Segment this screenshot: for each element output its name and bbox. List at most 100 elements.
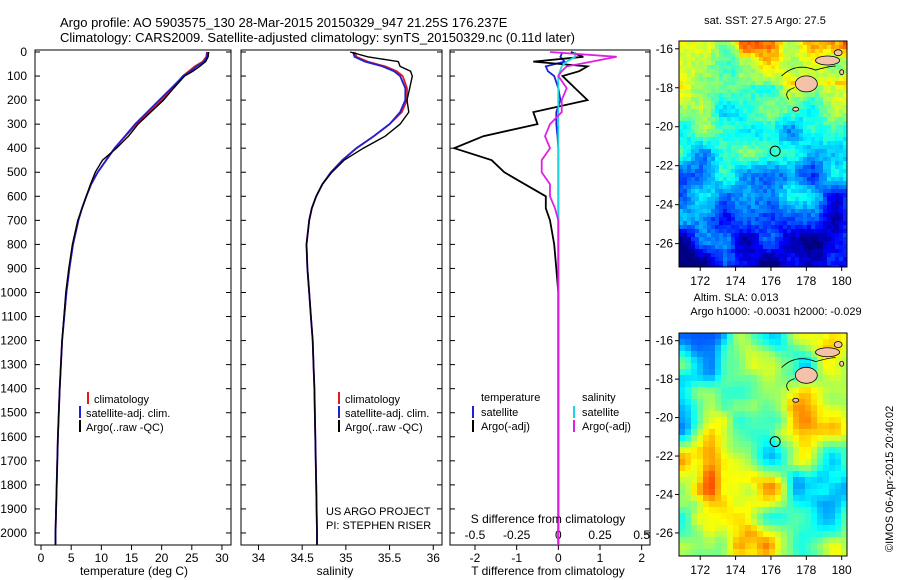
- map-cell: [817, 405, 823, 411]
- map-cell: [757, 441, 763, 447]
- map-cell: [823, 149, 827, 153]
- map-cell: [779, 149, 783, 153]
- map-cell: [831, 137, 835, 141]
- map-cell: [745, 363, 751, 369]
- map-cell: [703, 429, 709, 435]
- map-cell: [679, 149, 683, 153]
- map-cell: [735, 257, 739, 261]
- map-cell: [787, 261, 791, 265]
- map-cell: [739, 423, 745, 429]
- map-cell: [731, 57, 735, 61]
- map-cell: [817, 369, 823, 375]
- map-cell: [711, 173, 715, 177]
- map-cell: [751, 85, 755, 89]
- map-cell: [815, 161, 819, 165]
- map-cell: [763, 177, 767, 181]
- map-cell: [731, 129, 735, 133]
- map-cell: [831, 149, 835, 153]
- map-cell: [691, 447, 697, 453]
- map-cell: [843, 197, 847, 201]
- map-cell: [757, 411, 763, 417]
- map-cell: [795, 49, 799, 53]
- map-cell: [697, 369, 703, 375]
- map-cell: [823, 45, 827, 49]
- legend-swatch-climatology: [87, 392, 89, 404]
- map-cell: [759, 89, 763, 93]
- map-cell: [817, 483, 823, 489]
- map-cell: [823, 265, 827, 267]
- map-cell: [815, 197, 819, 201]
- map-cell: [791, 113, 795, 117]
- map-cell: [757, 465, 763, 471]
- map-cell: [699, 257, 703, 261]
- map-cell: [727, 73, 731, 77]
- map-cell: [771, 77, 775, 81]
- map-cell: [703, 41, 707, 45]
- map-cell: [815, 217, 819, 221]
- map-cell: [819, 129, 823, 133]
- map-cell: [791, 149, 795, 153]
- map-cell: [751, 225, 755, 229]
- map-cell: [799, 109, 803, 113]
- map-cell: [711, 265, 715, 267]
- map-cell: [727, 369, 733, 375]
- map-cell: [695, 157, 699, 161]
- map-cell: [769, 363, 775, 369]
- map-cell: [819, 69, 823, 73]
- map-cell: [835, 519, 841, 525]
- map-cell: [841, 333, 847, 339]
- map-cell: [787, 97, 791, 101]
- map-cell: [771, 85, 775, 89]
- map-cell: [727, 471, 733, 477]
- map-cell: [703, 117, 707, 121]
- map-cell: [779, 157, 783, 161]
- map-cell: [841, 363, 847, 369]
- map-cell: [775, 525, 781, 531]
- map-cell: [787, 435, 793, 441]
- map-cell: [763, 101, 767, 105]
- map-cell: [803, 157, 807, 161]
- map-cell: [787, 381, 793, 387]
- map-cell: [781, 375, 787, 381]
- depth-tick-label: 1600: [0, 430, 27, 444]
- map-cell: [757, 339, 763, 345]
- map-cell: [731, 153, 735, 157]
- map-cell: [707, 181, 711, 185]
- map-cell: [763, 375, 769, 381]
- map-cell: [787, 357, 793, 363]
- map-cell: [697, 531, 703, 537]
- map-cell: [827, 97, 831, 101]
- map-cell: [699, 105, 703, 109]
- map-cell: [679, 97, 683, 101]
- map-cell: [691, 253, 695, 257]
- map-cell: [763, 423, 769, 429]
- map-cell: [699, 261, 703, 265]
- map-cell: [735, 157, 739, 161]
- map-cell: [707, 233, 711, 237]
- map-cell: [823, 483, 829, 489]
- map-cell: [709, 531, 715, 537]
- map-cell: [843, 233, 847, 237]
- map-cell: [823, 181, 827, 185]
- map-cell: [817, 543, 823, 549]
- map-cell: [799, 363, 805, 369]
- map-cell: [679, 257, 683, 261]
- depth-tick-label: 500: [7, 165, 27, 179]
- map-cell: [781, 531, 787, 537]
- map-cell: [703, 53, 707, 57]
- map-cell: [783, 73, 787, 77]
- map-cell: [691, 363, 697, 369]
- map-cell: [743, 161, 747, 165]
- map-cell: [775, 213, 779, 217]
- map-cell: [767, 73, 771, 77]
- map-cell: [719, 129, 723, 133]
- map-cell: [709, 381, 715, 387]
- map-cell: [683, 137, 687, 141]
- map-cell: [779, 261, 783, 265]
- map-cell: [835, 423, 841, 429]
- map-cell: [807, 241, 811, 245]
- map-cell: [791, 69, 795, 73]
- map-cell: [731, 173, 735, 177]
- map-cell: [739, 237, 743, 241]
- map-cell: [715, 477, 721, 483]
